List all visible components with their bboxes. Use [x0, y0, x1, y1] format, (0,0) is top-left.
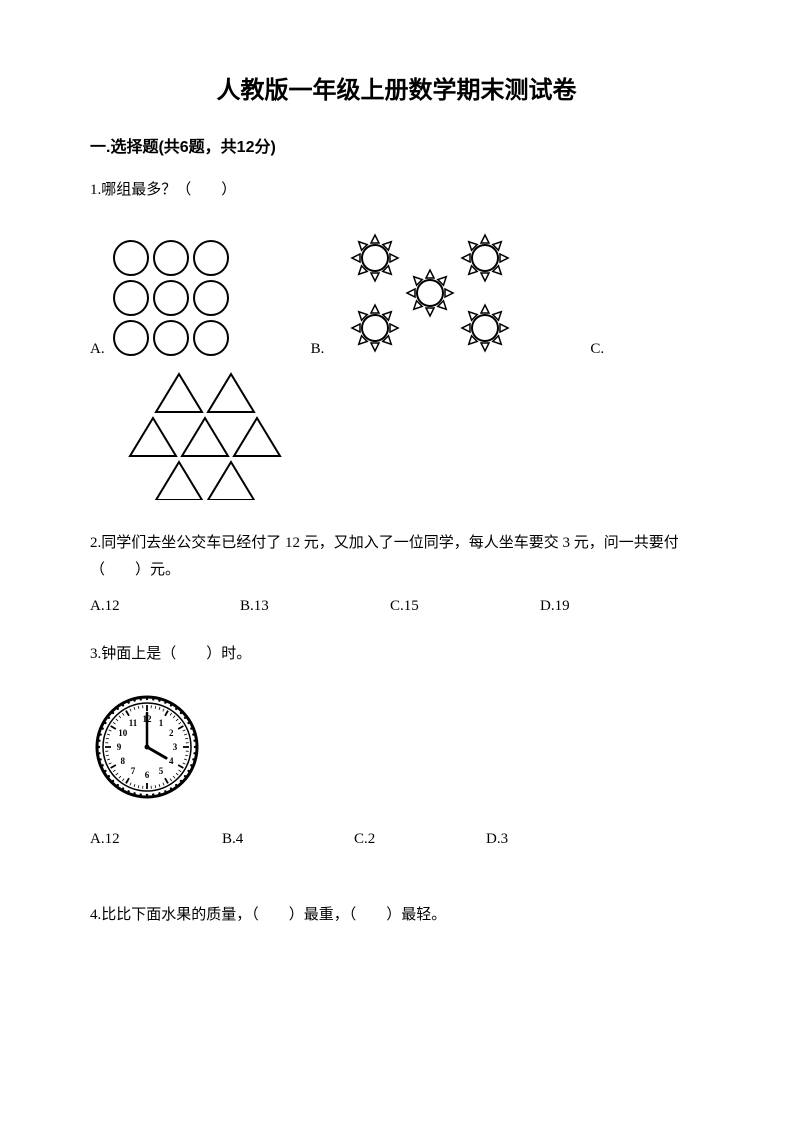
q3-optC[interactable]: C.2 — [354, 831, 486, 848]
q2-text: 2.同学们去坐公交车已经付了 12 元，又加入了一位同学，每人坐车要交 3 元，… — [90, 530, 703, 584]
q3-text: 3.钟面上是（ ）时。 — [90, 641, 703, 668]
q3-optA[interactable]: A.12 — [90, 831, 222, 848]
triangles-icon — [110, 370, 310, 500]
q4-text: 4.比比下面水果的质量，（ ）最重，（ ）最轻。 — [90, 902, 703, 929]
q2-answers: A.12 B.13 C.15 D.19 — [90, 598, 703, 615]
svg-text:5: 5 — [159, 766, 164, 776]
q1-option-c[interactable]: C. — [590, 341, 610, 358]
q3-optB[interactable]: B.4 — [222, 831, 354, 848]
q1-optB-label: B. — [311, 341, 325, 358]
q3-answers: A.12 B.4 C.2 D.3 — [90, 831, 703, 848]
q2-optB[interactable]: B.13 — [240, 598, 390, 615]
svg-text:7: 7 — [131, 766, 136, 776]
q1-optA-label: A. — [90, 341, 105, 358]
q2-optA[interactable]: A.12 — [90, 598, 240, 615]
q1-option-a[interactable]: A. — [90, 238, 231, 358]
svg-text:9: 9 — [117, 742, 122, 752]
svg-text:11: 11 — [129, 718, 138, 728]
svg-text:3: 3 — [173, 742, 178, 752]
page-title: 人教版一年级上册数学期末测试卷 — [90, 70, 703, 105]
section-header: 一.选择题(共6题，共12分) — [90, 133, 703, 157]
page: 人教版一年级上册数学期末测试卷 一.选择题(共6题，共12分) 1.哪组最多？（… — [0, 0, 793, 1122]
q1-options-row: A. B. C. — [90, 228, 703, 358]
svg-text:10: 10 — [118, 728, 128, 738]
q2-optD[interactable]: D.19 — [540, 598, 690, 615]
q1-option-b[interactable]: B. — [311, 228, 531, 358]
svg-text:8: 8 — [121, 756, 126, 766]
svg-text:1: 1 — [159, 718, 164, 728]
svg-text:2: 2 — [169, 728, 174, 738]
clock-icon: 123456789101112 — [92, 692, 703, 807]
svg-text:4: 4 — [169, 756, 174, 766]
q3-optD[interactable]: D.3 — [486, 831, 618, 848]
suns-icon — [330, 228, 530, 358]
q2-optC[interactable]: C.15 — [390, 598, 540, 615]
spacer — [90, 874, 703, 902]
circles-icon — [111, 238, 231, 358]
q1-text: 1.哪组最多？（ ） — [90, 177, 703, 204]
q1-optC-label: C. — [590, 341, 604, 358]
svg-text:6: 6 — [145, 770, 150, 780]
